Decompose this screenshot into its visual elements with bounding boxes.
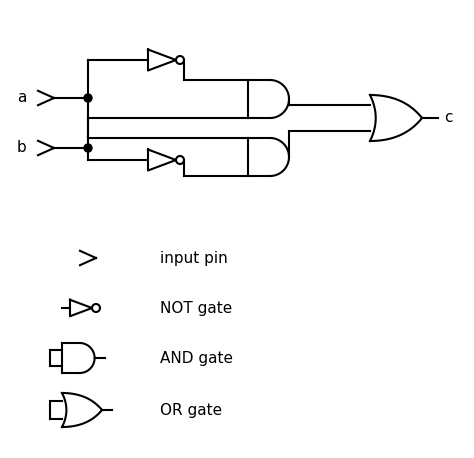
Circle shape — [84, 144, 92, 152]
Text: NOT gate: NOT gate — [160, 300, 232, 316]
Text: c: c — [444, 110, 452, 125]
Circle shape — [84, 94, 92, 102]
Text: input pin: input pin — [160, 251, 228, 266]
Text: a: a — [18, 91, 27, 105]
Text: AND gate: AND gate — [160, 350, 233, 365]
Text: OR gate: OR gate — [160, 403, 222, 418]
Text: b: b — [17, 141, 27, 156]
